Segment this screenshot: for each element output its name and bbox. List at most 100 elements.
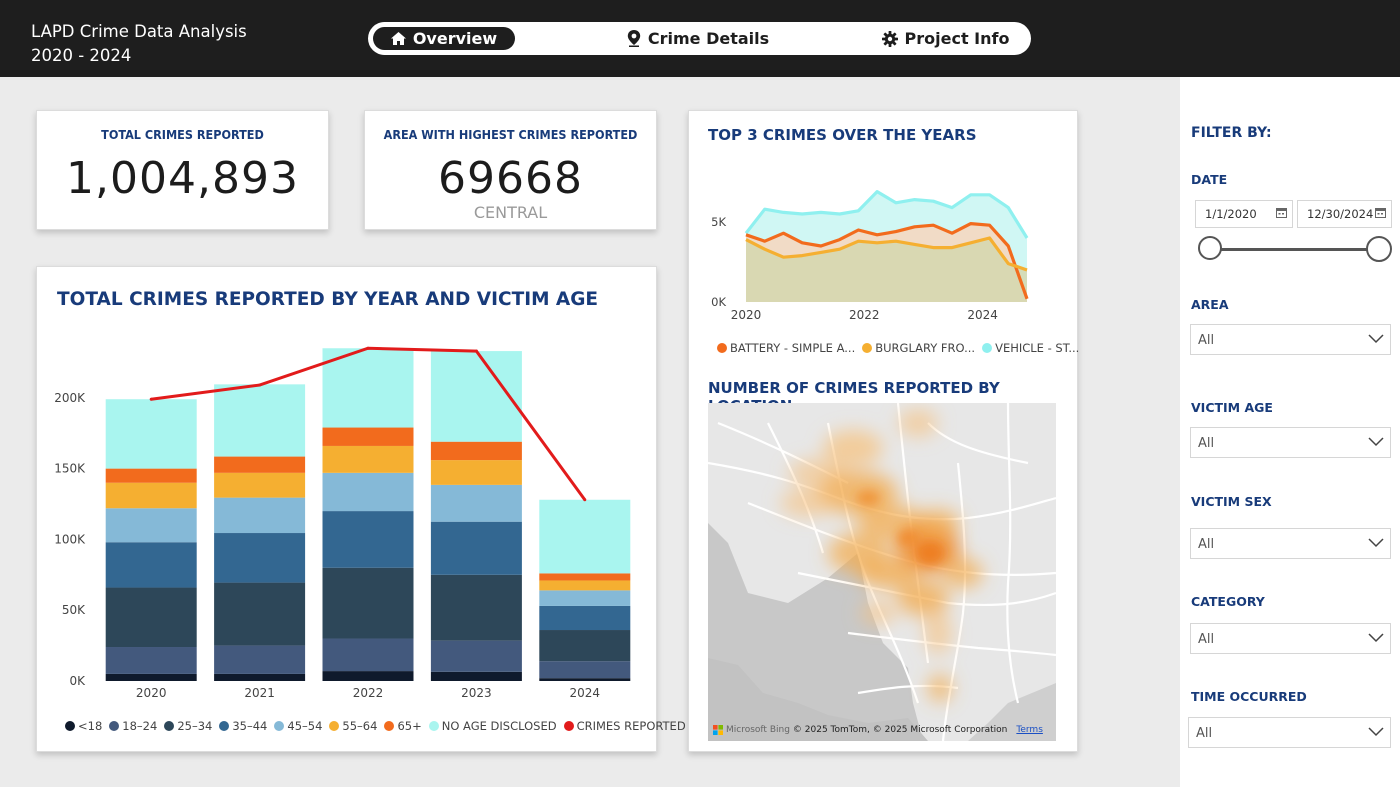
bar-segment[interactable]: [430, 484, 522, 522]
bar-segment[interactable]: [214, 533, 306, 583]
filter-area-dropdown[interactable]: All: [1190, 324, 1391, 355]
bar-segment[interactable]: [214, 497, 306, 534]
bar-segment[interactable]: [105, 673, 197, 681]
map-pin-icon: [627, 30, 641, 47]
bar-segment[interactable]: [105, 542, 197, 588]
bar-chart-legend: <18 18–24 25–34 35–44 45–54 55–64 65+ NO AGE DI…: [65, 716, 686, 735]
filter-victim-sex-dropdown[interactable]: All: [1190, 528, 1391, 559]
date-start-field[interactable]: 1/1/2020: [1195, 200, 1293, 228]
series-line[interactable]: [745, 221, 1029, 300]
bar-segment[interactable]: [322, 671, 414, 681]
bar-segment[interactable]: [322, 567, 414, 639]
bar-segment[interactable]: [214, 582, 306, 646]
bar-segment[interactable]: [430, 441, 522, 461]
slider-handle-end[interactable]: [1366, 236, 1392, 262]
tab-crime-details[interactable]: Crime Details: [623, 27, 773, 50]
legend-item[interactable]: BATTERY - SIMPLE A...: [717, 341, 855, 355]
bar-segment[interactable]: [430, 671, 522, 681]
crimes-reported-point[interactable]: [258, 383, 262, 387]
ocean-area-east: [968, 683, 1056, 741]
legend-item[interactable]: 18–24: [109, 719, 157, 733]
bar-segment[interactable]: [214, 456, 306, 473]
legend-item[interactable]: NO AGE DISCLOSED: [428, 719, 557, 733]
bar-segment[interactable]: [539, 499, 631, 574]
legend-item[interactable]: <18: [65, 719, 102, 733]
map-canvas: [708, 403, 1056, 741]
filter-area-value: All: [1198, 333, 1215, 348]
bar-segment[interactable]: [539, 678, 631, 681]
date-start-value: 1/1/2020: [1205, 207, 1257, 221]
tab-project-info[interactable]: Project Info: [868, 27, 1023, 50]
legend-dot: [428, 721, 439, 731]
legend-item[interactable]: BURGLARY FRO...: [862, 341, 975, 355]
kpi-total-crimes-value: 1,004,893: [66, 153, 299, 204]
bar-x-tick-label: 2023: [461, 686, 492, 700]
bar-segment[interactable]: [105, 482, 197, 509]
legend-label: <18: [78, 719, 103, 733]
legend-item[interactable]: 35–44: [219, 719, 267, 733]
bar-segment[interactable]: [322, 445, 414, 473]
bar-segment[interactable]: [105, 647, 197, 674]
legend-item[interactable]: 65+: [384, 719, 422, 733]
bar-segment[interactable]: [430, 574, 522, 641]
bar-segment[interactable]: [430, 460, 522, 485]
bar-segment[interactable]: [539, 605, 631, 631]
bar-segment[interactable]: [322, 472, 414, 512]
bar-segment[interactable]: [214, 384, 306, 457]
bar-chart-card: TOTAL CRIMES REPORTED BY YEAR AND VICTIM…: [36, 266, 686, 752]
legend-item[interactable]: 25–34: [164, 719, 212, 733]
legend-item[interactable]: CRIMES REPORTED: [563, 719, 686, 733]
date-end-field[interactable]: 12/30/2024: [1297, 200, 1392, 228]
bar-segment[interactable]: [214, 472, 306, 498]
map-terms-link[interactable]: Terms: [1016, 725, 1043, 735]
bar-segment[interactable]: [322, 427, 414, 446]
bar-segment[interactable]: [105, 587, 197, 648]
bar-segment[interactable]: [105, 399, 197, 469]
bar-segment[interactable]: [322, 511, 414, 568]
bar-segment[interactable]: [214, 673, 306, 681]
bar-segment[interactable]: [430, 640, 522, 672]
ocean-area: [708, 523, 923, 741]
bar-chart-title: TOTAL CRIMES REPORTED BY YEAR AND VICTIM…: [57, 289, 599, 310]
bar-segment[interactable]: [539, 630, 631, 662]
line-chart: 0K 5K 2020 2022 2024: [711, 189, 1029, 322]
legend-dot: [65, 721, 75, 731]
date-range-slider[interactable]: [1198, 235, 1392, 265]
bar-segment[interactable]: [430, 521, 522, 575]
app-title: LAPD Crime Data Analysis 2020 - 2024: [31, 20, 247, 68]
bar-x-tick-label: 2024: [570, 686, 601, 700]
crimes-reported-point[interactable]: [474, 349, 478, 353]
bar-segment[interactable]: [322, 638, 414, 672]
bar-segment[interactable]: [539, 573, 631, 581]
filter-time-occurred-label: TIME OCCURRED: [1191, 689, 1307, 704]
crimes-reported-point[interactable]: [583, 498, 587, 502]
legend-dot: [274, 721, 285, 731]
bar-segment[interactable]: [322, 348, 414, 428]
line-y-tick-label: 0K: [711, 295, 726, 309]
legend-label: 25–34: [177, 719, 213, 733]
home-icon: [390, 32, 406, 45]
legend-label: 18–24: [122, 719, 158, 733]
bar-x-tick-label: 2022: [353, 686, 384, 700]
legend-item[interactable]: 45–54: [274, 719, 322, 733]
legend-item[interactable]: VEHICLE - ST...: [982, 341, 1079, 355]
bar-segment[interactable]: [430, 351, 522, 442]
filter-category-dropdown[interactable]: All: [1190, 623, 1391, 654]
bar-segment[interactable]: [539, 661, 631, 679]
crimes-reported-point[interactable]: [366, 346, 370, 350]
crime-heat-map[interactable]: Microsoft Bing © 2025 TomTom, © 2025 Mic…: [708, 403, 1056, 741]
filter-victim-age-dropdown[interactable]: All: [1190, 427, 1391, 458]
bar-segment[interactable]: [105, 508, 197, 543]
bar-segment[interactable]: [539, 580, 631, 591]
series-line[interactable]: [744, 189, 1029, 239]
filter-time-occurred-dropdown[interactable]: All: [1188, 717, 1391, 748]
legend-item[interactable]: 55–64: [329, 719, 377, 733]
bar-segment[interactable]: [539, 590, 631, 606]
slider-handle-start[interactable]: [1198, 236, 1222, 260]
bar-segment[interactable]: [105, 468, 197, 483]
tab-overview[interactable]: Overview: [373, 27, 515, 50]
line-x-tick-label: 2022: [849, 308, 880, 322]
series-line[interactable]: [745, 236, 1028, 272]
crimes-reported-point[interactable]: [149, 397, 153, 401]
bar-segment[interactable]: [214, 645, 306, 674]
